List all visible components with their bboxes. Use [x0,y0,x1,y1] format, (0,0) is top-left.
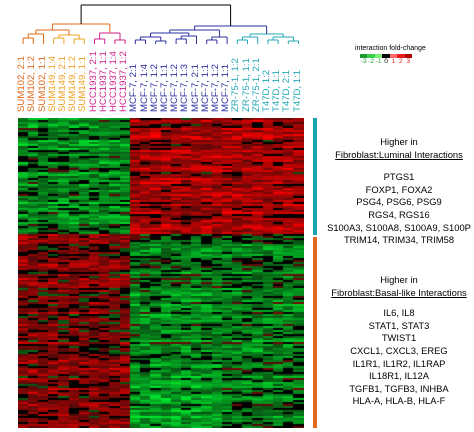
color-scale-swatch [397,54,405,58]
color-scale-swatch [382,54,390,58]
basal-gene: STAT1, STAT3 [368,319,430,331]
luminal-gene: PSG4, PSG6, PSG9 [356,196,442,208]
column-label: T47D, 2:1 [281,69,293,112]
column-label: MCF-7, 1:4 [138,64,150,112]
luminal-heading-line1: Higher in [380,136,418,147]
column-label: MCF-7, 2:1 [189,64,201,112]
basal-cluster-bar [313,237,317,428]
color-scale-tick: -1 [375,58,382,65]
basal-gene: TWIST1 [381,332,417,344]
color-scale-swatch [389,54,398,58]
basal-heading-line2: Fibroblast:Basal-like Interactions [331,286,467,298]
column-label: HCC1937, 2:1 [87,51,99,112]
color-scale-tick: -2 [368,58,375,65]
luminal-heading-line2: Fibroblast:Luminal Interactions [335,148,463,160]
luminal-gene: RGS4, RGS16 [368,208,430,220]
luminal-cluster-bar [313,118,317,235]
color-scale-swatch [404,54,412,58]
color-scale-swatch [374,54,383,58]
color-scale-swatch [367,54,375,58]
column-label: SUM102, 1:2 [26,56,38,112]
luminal-gene: S100A3, S100A8, S100A9, S100P [327,221,471,233]
color-scale-tick: 1 [391,58,396,65]
basal-gene-list: IL6, IL8 STAT1, STAT3 TWIST1 CXCL1, CXCL… [324,307,474,408]
column-dendrogram [22,4,299,44]
column-label: MCF-7, 1:3 [179,64,191,112]
basal-gene: IL1R1, IL1R2, IL1RAP [352,357,446,369]
column-label: ZR-75-1, 1:2 [230,58,242,112]
column-label: SUM102, 1:1 [36,56,48,112]
luminal-gene: PTGS1 [383,171,415,183]
basal-gene: TGFB1, TGFB3, INHBA [349,382,449,394]
luminal-gene-list: PTGS1 FOXP1, FOXA2 PSG4, PSG6, PSG9 RGS4… [324,171,474,247]
luminal-annotation: Higher in Fibroblast:Luminal Interaction… [324,136,474,247]
color-scale-tick: -3 [360,58,367,65]
color-scale-bar [360,54,412,58]
basal-gene: HLA-A, HLA-B, HLA-F [352,395,446,407]
column-label: ZR-75-1, 1:1 [240,58,252,112]
color-scale-tick: 2 [399,58,403,65]
color-scale-tick: 0 [384,58,388,65]
luminal-gene: FOXP1, FOXA2 [365,183,433,195]
basal-gene: IL6, IL8 [383,307,415,319]
luminal-gene: TRIM14, TRIM34, TRIM58 [343,234,455,246]
basal-annotation: Higher in Fibroblast:Basal-like Interact… [324,274,474,408]
basal-gene: IL18R1, IL12A [369,370,429,382]
column-label: T47D, 1:1 [291,69,303,112]
basal-gene: CXCL1, CXCL3, EREG [350,344,448,356]
color-scale-swatch [360,54,368,58]
heatmap-grid [18,118,304,428]
column-label: MCF-7, 2:1 [128,64,140,112]
color-scale-tick: 3 [406,58,411,65]
column-label: SUM149, 1:1 [77,56,89,112]
basal-heading-line1: Higher in [380,274,418,285]
color-scale-title: interaction fold-change [355,45,426,52]
